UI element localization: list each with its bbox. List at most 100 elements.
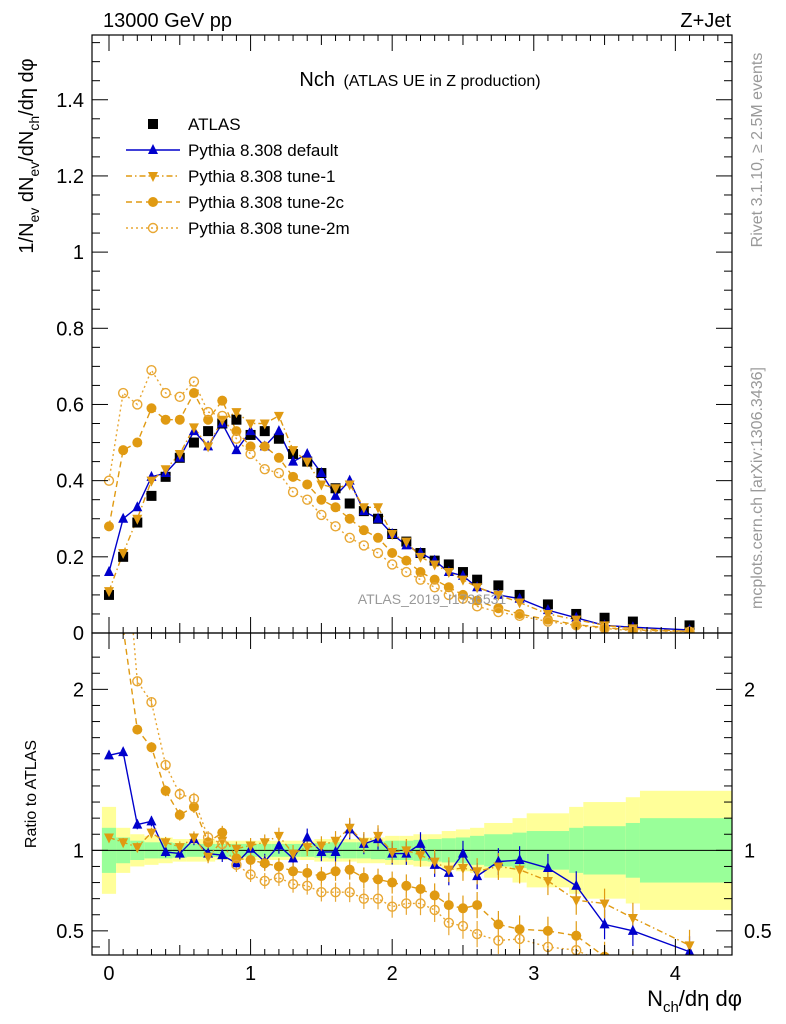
data-point-0-17 xyxy=(344,498,355,509)
ratio-point-2-4 xyxy=(160,785,171,796)
data-point-4-23 xyxy=(429,582,440,593)
legend-entry-0: ATLAS xyxy=(188,115,241,134)
ratio-point-3-16 xyxy=(330,887,341,898)
ratio-point-1-20 xyxy=(387,847,398,858)
data-point-1-19 xyxy=(373,512,384,523)
tick-label: 0.5 xyxy=(56,921,84,943)
data-point-3-18 xyxy=(358,525,369,536)
data-point-2-1 xyxy=(118,549,129,560)
ratio-point-1-25 xyxy=(457,864,468,875)
tick-label: 0.4 xyxy=(56,471,84,493)
data-point-3-22 xyxy=(415,567,426,578)
data-point-3-23 xyxy=(429,574,440,585)
data-point-1-2 xyxy=(132,501,143,512)
ratio-point-0-31 xyxy=(599,918,610,929)
ratio-point-2-30 xyxy=(571,930,582,941)
data-point-4-22 xyxy=(415,574,426,585)
data-point-1-1 xyxy=(118,512,129,523)
data-point-2-19 xyxy=(373,503,384,514)
data-point-2-2 xyxy=(132,514,143,525)
data-point-2-22 xyxy=(415,552,426,563)
ratio-point-2-8 xyxy=(217,827,228,838)
ratio-point-1-26 xyxy=(472,867,483,878)
ratio-point-1-4 xyxy=(160,838,171,849)
ratio-point-2-20 xyxy=(387,877,398,888)
data-point-3-21 xyxy=(401,555,412,566)
tick-label: 1.2 xyxy=(56,166,84,188)
ratio-point-3-12 xyxy=(273,872,285,883)
legend-marker xyxy=(147,222,159,234)
tick-label: 1 xyxy=(73,242,84,264)
tick-label: 1 xyxy=(744,840,755,862)
data-point-4-11 xyxy=(259,464,270,475)
data-point-4-8 xyxy=(217,410,228,422)
data-point-3-11 xyxy=(259,441,270,452)
ratio-line-3 xyxy=(132,633,589,955)
ratio-point-3-2 xyxy=(132,676,143,687)
data-point-3-4 xyxy=(160,414,171,425)
ratio-point-0-28 xyxy=(514,854,525,865)
ylabel-sub: ev xyxy=(26,208,42,223)
tick-label: 0.6 xyxy=(56,394,84,416)
data-point-0-12 xyxy=(273,433,284,444)
ylabel-sub: ch xyxy=(26,116,42,131)
ratio-point-2-27 xyxy=(493,919,504,930)
ratio-point-3-3 xyxy=(146,697,157,708)
data-point-4-29 xyxy=(542,616,554,627)
ratio-point-1-19 xyxy=(373,831,384,842)
ratio-point-2-13 xyxy=(288,866,299,877)
ratio-point-1-30 xyxy=(571,896,582,907)
ratio-point-3-13 xyxy=(287,878,299,890)
ratio-point-3-18 xyxy=(358,893,370,904)
data-point-3-13 xyxy=(288,471,299,482)
plot-title: Nch (ATLAS UE in Z production) xyxy=(299,69,540,91)
ratio-point-3-17 xyxy=(344,887,355,898)
data-point-0-26 xyxy=(472,574,483,585)
side-label-mcplots: mcplots.cern.ch [arXiv:1306.3436] xyxy=(749,367,766,609)
legend-entry-4: Pythia 8.308 tune-2m xyxy=(188,219,350,238)
data-point-2-21 xyxy=(401,537,412,548)
ylabel-sub: ev xyxy=(26,162,42,177)
ratio-point-1-3 xyxy=(146,828,157,839)
data-point-3-5 xyxy=(174,414,185,425)
data-point-2-26 xyxy=(472,583,483,594)
data-point-3-16 xyxy=(330,502,341,513)
ratio-point-0-32 xyxy=(627,924,638,935)
data-point-3-8 xyxy=(217,395,228,406)
ratio-point-2-26 xyxy=(472,900,483,911)
ratio-point-1-12 xyxy=(273,831,284,842)
ratio-line-2 xyxy=(123,633,604,955)
ratio-point-2-2 xyxy=(132,724,143,735)
series-line-3 xyxy=(108,391,690,633)
data-point-3-7 xyxy=(203,414,214,425)
ratio-point-3-31 xyxy=(600,959,609,968)
ratio-point-0-4 xyxy=(160,845,171,856)
data-point-3-17 xyxy=(344,513,355,524)
data-point-3-10 xyxy=(245,441,256,452)
tick-label: 0 xyxy=(73,623,84,645)
tick-label: 1.4 xyxy=(56,90,84,112)
ratio-point-1-23 xyxy=(429,857,440,868)
legend: ATLAS Pythia 8.308 default Pythia 8.308 tu… xyxy=(126,115,350,238)
data-point-4-9 xyxy=(231,433,242,444)
plot-title-sub: (ATLAS UE in Z production) xyxy=(343,73,540,90)
ratio-point-2-15 xyxy=(316,871,327,882)
data-point-4-27 xyxy=(493,606,504,618)
ratio-point-2-12 xyxy=(273,861,284,872)
data-point-3-12 xyxy=(273,452,284,463)
data-point-4-28 xyxy=(514,610,525,622)
ratio-point-0-14 xyxy=(302,831,313,842)
ratio-point-3-24 xyxy=(443,917,455,928)
data-point-4-19 xyxy=(372,547,384,559)
data-point-4-14 xyxy=(302,494,313,505)
data-point-4-16 xyxy=(330,521,341,532)
ratio-point-1-7 xyxy=(203,852,214,863)
data-point-3-0 xyxy=(103,521,114,532)
side-label-rivet: Rivet 3.1.10, ≥ 2.5M events xyxy=(749,53,766,248)
ratio-point-2-3 xyxy=(146,742,157,753)
data-point-0-3 xyxy=(146,490,157,501)
data-point-4-4 xyxy=(160,387,171,399)
ratio-point-3-5 xyxy=(174,788,185,800)
ylabel-part: dN xyxy=(16,177,38,208)
ratio-point-0-30 xyxy=(571,879,582,890)
